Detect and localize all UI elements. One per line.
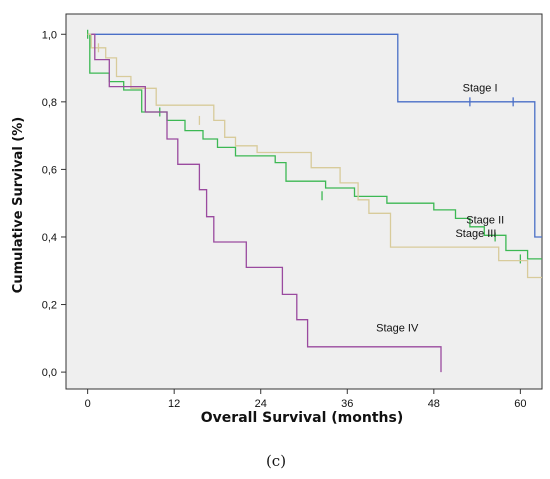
stage-iii-label: Stage III (455, 228, 496, 240)
y-tick-label: 0,0 (42, 367, 57, 379)
y-tick-label: 0,6 (42, 164, 57, 176)
figure-caption: (c) (266, 452, 286, 470)
x-tick-label: 12 (168, 398, 180, 410)
stage-i-label: Stage I (463, 83, 498, 95)
y-tick-label: 1,0 (42, 29, 57, 41)
x-tick-label: 36 (341, 398, 353, 410)
x-tick-label: 48 (428, 398, 440, 410)
stage-iii-survival-line (87, 33, 542, 279)
stage-ii-label: Stage II (466, 214, 504, 226)
x-tick-label: 60 (514, 398, 526, 410)
x-tick-label: 0 (85, 398, 91, 410)
plot-area (65, 13, 543, 390)
stage-ii-survival-line (87, 33, 542, 260)
y-tick-label: 0,8 (42, 97, 57, 109)
x-tick-label: 24 (255, 398, 267, 410)
x-axis-title: Overall Survival (months) (201, 410, 403, 426)
y-axis-title: Cumulative Survival (%) (11, 117, 26, 293)
stage-iv-survival-line (91, 33, 442, 373)
stage-iv-label: Stage IV (376, 323, 419, 335)
stage-i-survival-line (87, 33, 542, 238)
y-tick-label: 0,2 (42, 300, 57, 312)
y-tick-label: 0,4 (42, 232, 57, 244)
